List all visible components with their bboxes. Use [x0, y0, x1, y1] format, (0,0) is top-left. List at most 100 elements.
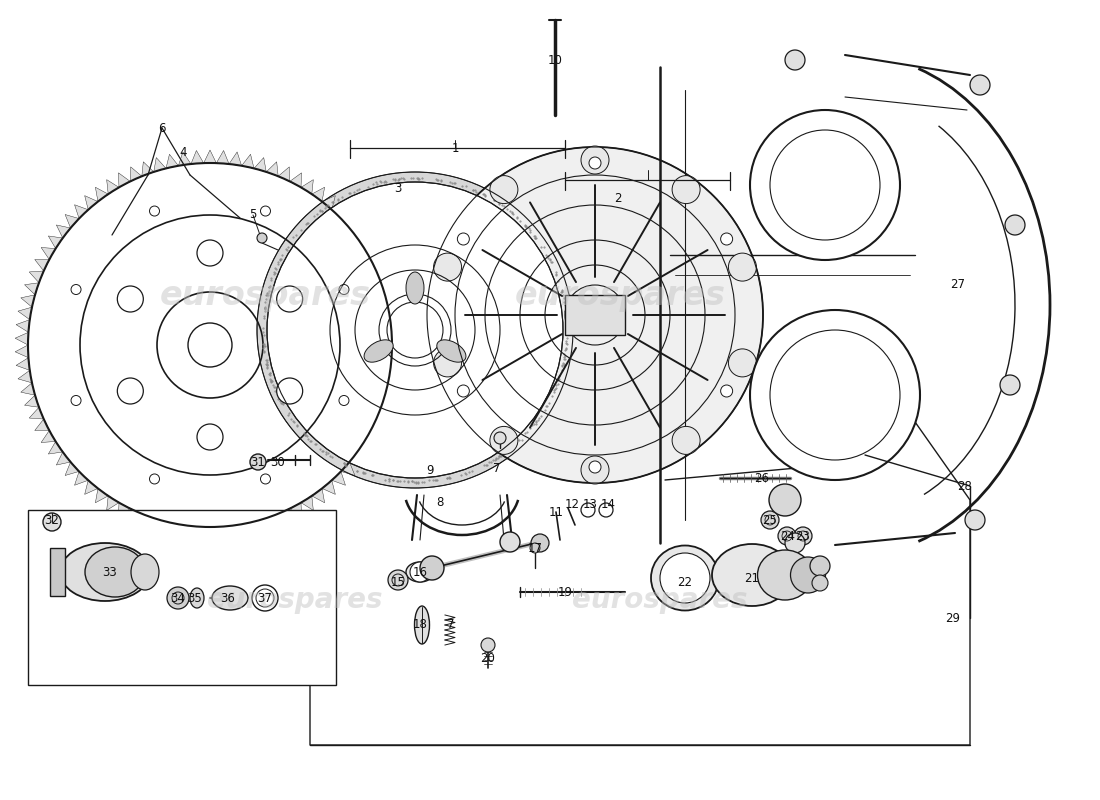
Polygon shape: [390, 320, 404, 332]
Polygon shape: [341, 214, 355, 228]
Circle shape: [531, 534, 549, 552]
Circle shape: [581, 146, 609, 174]
Polygon shape: [254, 518, 266, 533]
Text: 8: 8: [437, 495, 443, 509]
Ellipse shape: [212, 586, 248, 610]
Text: 20: 20: [481, 651, 495, 665]
Polygon shape: [266, 514, 278, 528]
Circle shape: [43, 513, 60, 531]
Text: 31: 31: [251, 455, 265, 469]
Text: 1: 1: [451, 142, 459, 154]
Circle shape: [410, 562, 430, 582]
Circle shape: [761, 511, 779, 529]
Polygon shape: [48, 442, 63, 454]
Polygon shape: [301, 180, 314, 194]
Polygon shape: [35, 259, 50, 271]
Polygon shape: [142, 162, 154, 176]
Polygon shape: [35, 419, 50, 430]
Circle shape: [588, 157, 601, 169]
Ellipse shape: [415, 606, 429, 644]
Circle shape: [785, 533, 805, 553]
Text: 37: 37: [257, 591, 273, 605]
Bar: [28, 510, 335, 685]
Circle shape: [420, 556, 444, 580]
Circle shape: [778, 527, 796, 545]
Circle shape: [810, 556, 830, 576]
Circle shape: [197, 424, 223, 450]
Text: 11: 11: [549, 506, 563, 518]
Text: 21: 21: [745, 571, 759, 585]
Polygon shape: [385, 383, 399, 395]
Polygon shape: [322, 480, 335, 494]
Text: 12: 12: [564, 498, 580, 511]
Polygon shape: [41, 247, 56, 259]
Text: 23: 23: [795, 530, 811, 542]
Ellipse shape: [364, 340, 393, 362]
Polygon shape: [21, 383, 35, 395]
Polygon shape: [266, 162, 278, 176]
Circle shape: [481, 638, 495, 652]
Polygon shape: [388, 370, 401, 383]
Circle shape: [600, 503, 613, 517]
Circle shape: [118, 286, 143, 312]
Text: 15: 15: [390, 575, 406, 589]
Ellipse shape: [712, 544, 792, 606]
Polygon shape: [371, 259, 385, 271]
Circle shape: [720, 385, 733, 397]
Polygon shape: [75, 205, 88, 218]
Polygon shape: [18, 307, 32, 320]
Polygon shape: [242, 154, 254, 169]
Text: 10: 10: [548, 54, 562, 66]
Polygon shape: [56, 452, 70, 465]
Polygon shape: [15, 345, 29, 358]
Ellipse shape: [437, 340, 466, 362]
Polygon shape: [56, 225, 70, 238]
Circle shape: [458, 385, 470, 397]
Polygon shape: [332, 205, 345, 218]
Polygon shape: [385, 295, 399, 307]
Circle shape: [581, 503, 595, 517]
Text: 34: 34: [170, 591, 186, 605]
Polygon shape: [65, 214, 79, 228]
Ellipse shape: [791, 557, 825, 593]
Polygon shape: [130, 509, 142, 523]
Polygon shape: [289, 173, 301, 187]
Circle shape: [277, 378, 302, 404]
Polygon shape: [96, 187, 108, 202]
Polygon shape: [178, 152, 191, 166]
Circle shape: [1005, 215, 1025, 235]
Polygon shape: [41, 430, 56, 442]
Polygon shape: [130, 167, 142, 182]
Polygon shape: [204, 527, 217, 540]
Text: 26: 26: [755, 471, 770, 485]
Circle shape: [197, 240, 223, 266]
Polygon shape: [358, 442, 372, 454]
Circle shape: [257, 233, 267, 243]
Polygon shape: [15, 332, 29, 345]
Polygon shape: [16, 320, 30, 332]
Polygon shape: [376, 407, 390, 419]
Circle shape: [728, 253, 757, 281]
Ellipse shape: [651, 546, 719, 610]
Circle shape: [812, 575, 828, 591]
Text: 2: 2: [614, 191, 622, 205]
Ellipse shape: [406, 272, 424, 304]
Text: eurospares: eurospares: [207, 586, 383, 614]
Polygon shape: [278, 167, 289, 182]
Polygon shape: [119, 502, 130, 517]
Text: 9: 9: [427, 463, 433, 477]
Circle shape: [167, 587, 189, 609]
Polygon shape: [364, 247, 378, 259]
Polygon shape: [30, 407, 44, 419]
Polygon shape: [107, 180, 119, 194]
Polygon shape: [166, 522, 178, 536]
Text: 13: 13: [583, 498, 597, 511]
Polygon shape: [154, 518, 166, 533]
Polygon shape: [107, 496, 119, 510]
Polygon shape: [350, 452, 364, 465]
Ellipse shape: [406, 562, 434, 582]
Text: 30: 30: [271, 455, 285, 469]
Polygon shape: [376, 271, 390, 282]
Ellipse shape: [190, 588, 204, 608]
Text: 18: 18: [412, 618, 428, 631]
